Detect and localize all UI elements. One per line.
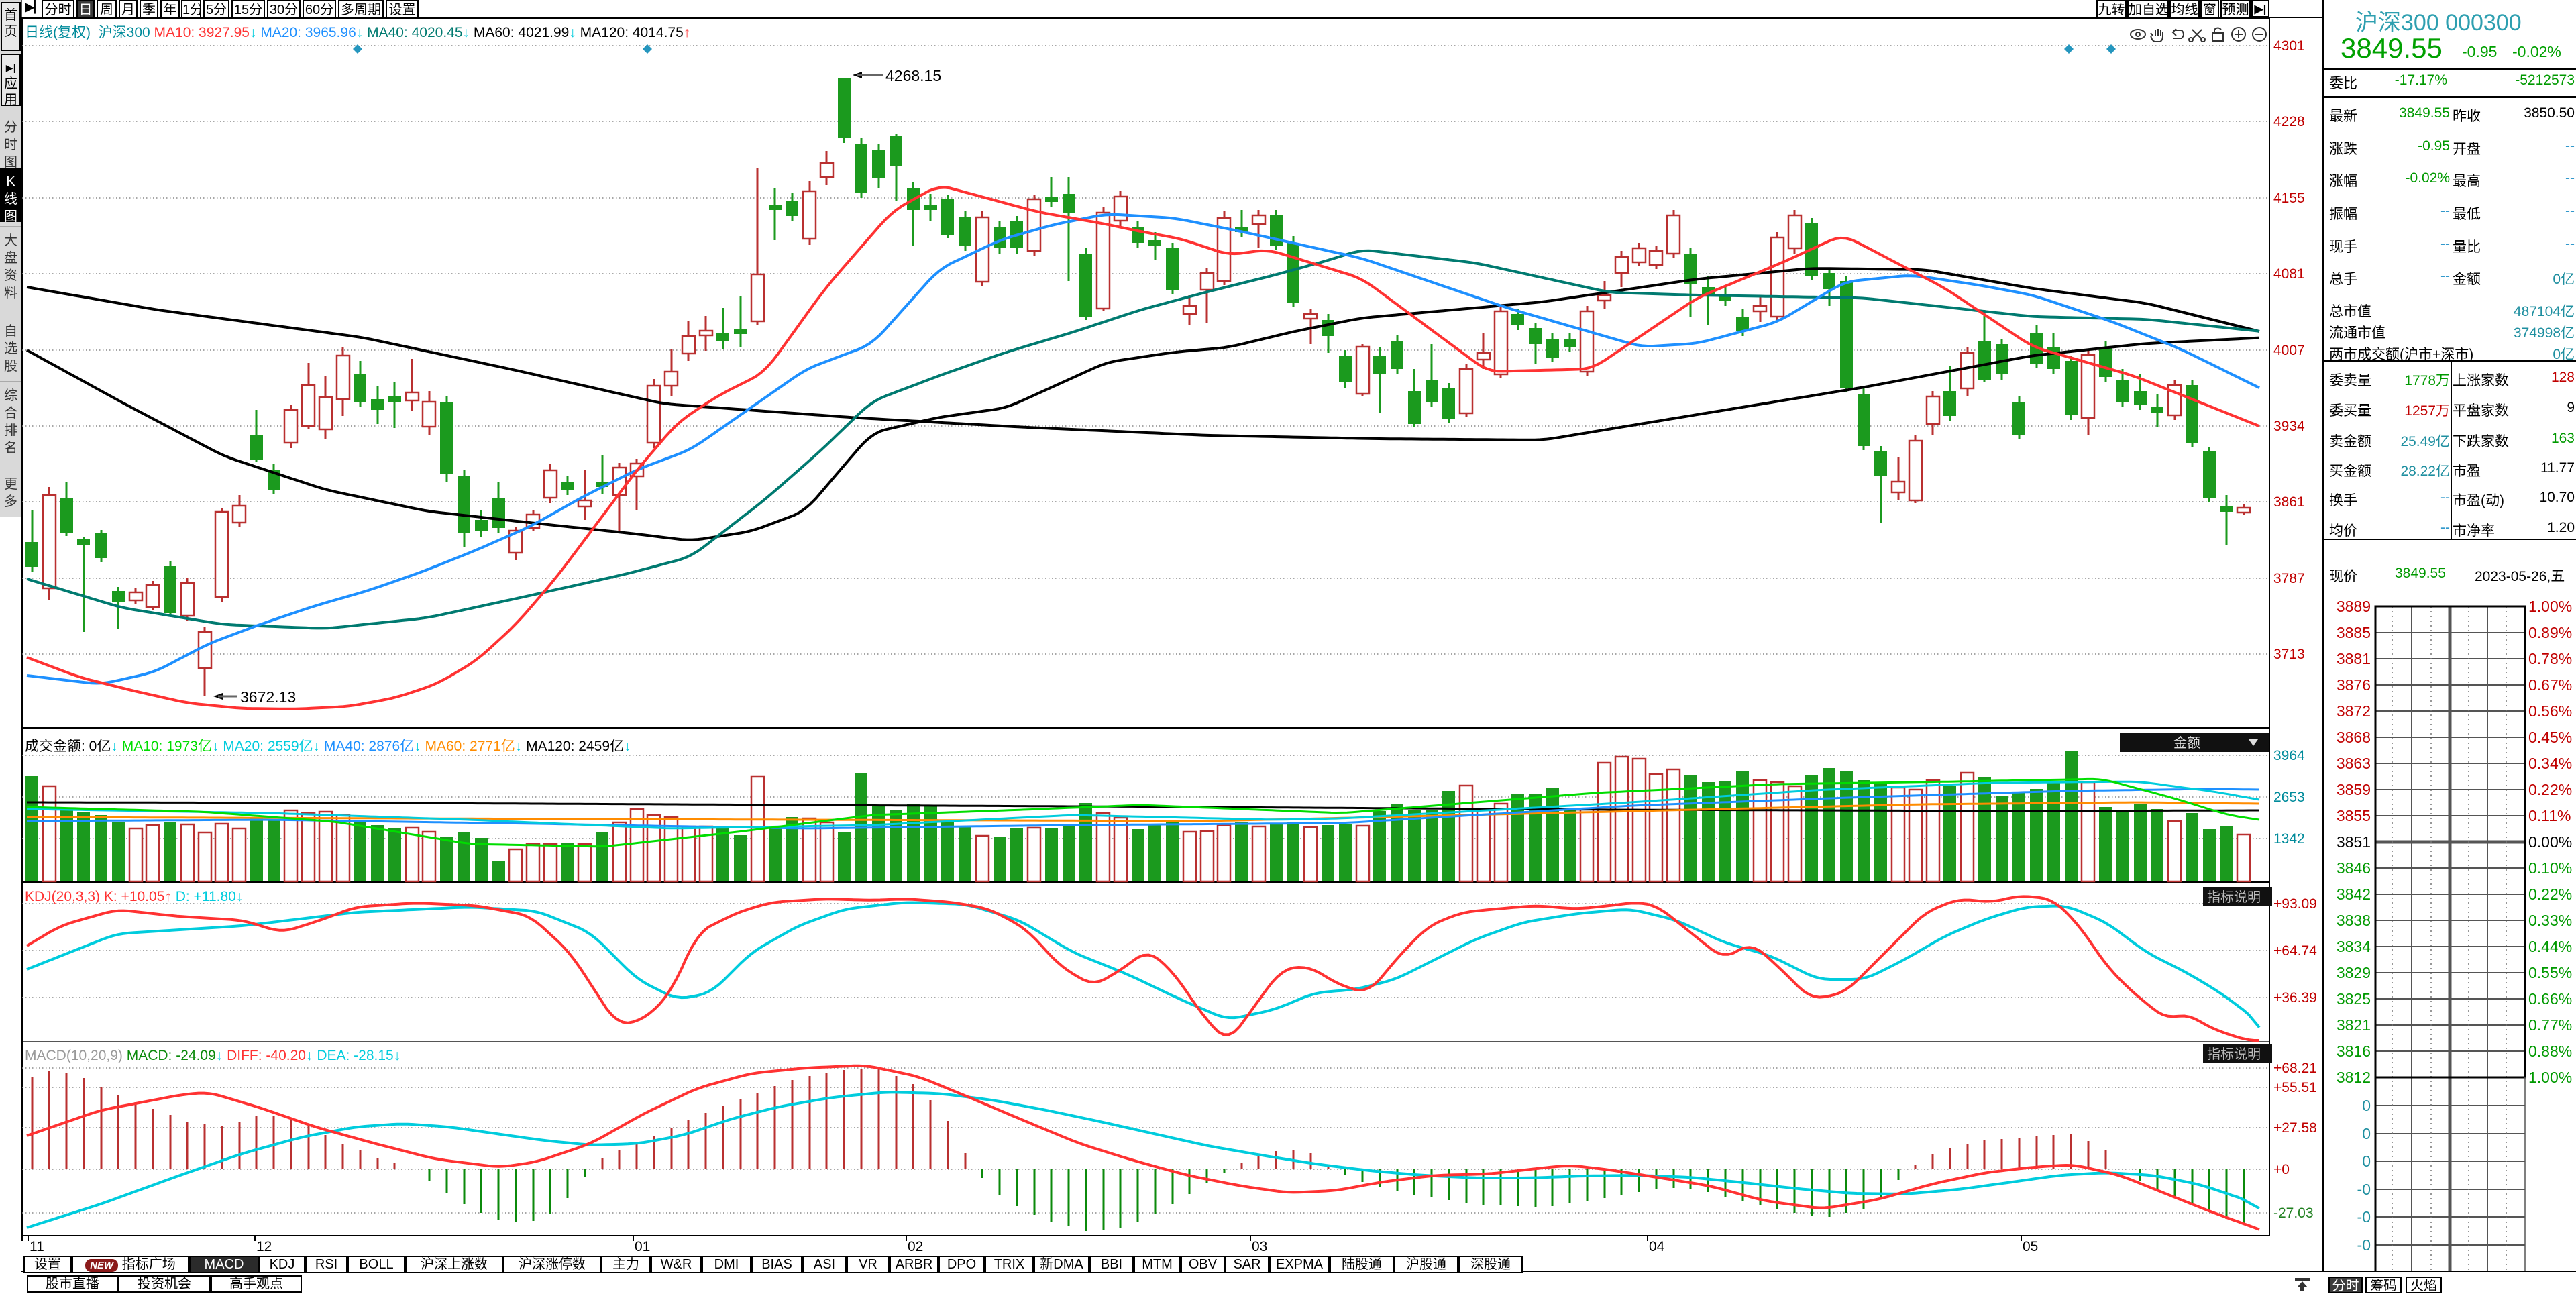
svg-text:-0: -0 (2357, 1181, 2371, 1198)
svg-text:0.22%: 0.22% (2528, 885, 2572, 903)
svg-text:3934: 3934 (2273, 419, 2305, 434)
svg-text:1.00%: 1.00% (2528, 598, 2572, 615)
svg-text:0.44%: 0.44% (2528, 938, 2572, 955)
svg-text:01: 01 (635, 1239, 650, 1254)
svg-text:+68.21: +68.21 (2273, 1061, 2317, 1076)
svg-text:4081: 4081 (2273, 266, 2305, 282)
svg-text:03: 03 (1252, 1239, 1267, 1254)
svg-text:0: 0 (2362, 1097, 2371, 1114)
svg-text:0.10%: 0.10% (2528, 859, 2572, 877)
svg-text:3787: 3787 (2273, 571, 2305, 586)
svg-text:12: 12 (256, 1239, 272, 1254)
svg-text:4228: 4228 (2273, 114, 2305, 129)
svg-text:2653: 2653 (2273, 790, 2305, 805)
svg-text:0.88%: 0.88% (2528, 1042, 2572, 1060)
svg-text:+93.09: +93.09 (2273, 896, 2317, 912)
svg-text:4301: 4301 (2273, 38, 2305, 54)
svg-text:1342: 1342 (2273, 831, 2305, 847)
svg-text:4007: 4007 (2273, 343, 2305, 358)
svg-text:3829: 3829 (2337, 964, 2371, 981)
svg-text:3855: 3855 (2337, 807, 2371, 824)
svg-text:-0: -0 (2357, 1208, 2371, 1226)
svg-text:0: 0 (2362, 1125, 2371, 1142)
svg-text:-27.03: -27.03 (2273, 1205, 2314, 1221)
svg-text:3889: 3889 (2337, 598, 2371, 615)
svg-text:3885: 3885 (2337, 624, 2371, 641)
svg-text:+55.51: +55.51 (2273, 1080, 2317, 1095)
svg-text:4268.15: 4268.15 (885, 67, 941, 85)
svg-text:3872: 3872 (2337, 702, 2371, 720)
svg-text:11: 11 (30, 1239, 44, 1254)
svg-text:3859: 3859 (2337, 781, 2371, 798)
svg-text:3812: 3812 (2337, 1069, 2371, 1086)
svg-text:+0: +0 (2273, 1162, 2290, 1177)
svg-text:05: 05 (2023, 1239, 2038, 1254)
svg-text:0.77%: 0.77% (2528, 1016, 2572, 1034)
svg-text:0.45%: 0.45% (2528, 729, 2572, 746)
svg-text:0: 0 (2362, 1152, 2371, 1170)
svg-text:3834: 3834 (2337, 938, 2371, 955)
svg-text:3838: 3838 (2337, 912, 2371, 929)
svg-text:3881: 3881 (2337, 650, 2371, 667)
svg-text:0.55%: 0.55% (2528, 964, 2572, 981)
svg-text:指标说明: 指标说明 (2207, 889, 2261, 905)
svg-text:3672.13: 3672.13 (240, 688, 296, 706)
svg-text:3868: 3868 (2337, 729, 2371, 746)
svg-text:4155: 4155 (2273, 191, 2305, 206)
svg-text:0.56%: 0.56% (2528, 702, 2572, 720)
svg-text:3821: 3821 (2337, 1016, 2371, 1034)
svg-text:3825: 3825 (2337, 990, 2371, 1008)
svg-text:0.34%: 0.34% (2528, 755, 2572, 772)
svg-text:3846: 3846 (2337, 859, 2371, 877)
svg-text:0.78%: 0.78% (2528, 650, 2572, 667)
svg-text:02: 02 (908, 1239, 923, 1254)
svg-text:0.89%: 0.89% (2528, 624, 2572, 641)
svg-text:0.67%: 0.67% (2528, 676, 2572, 694)
svg-text:0.66%: 0.66% (2528, 990, 2572, 1008)
svg-text:-0: -0 (2357, 1236, 2371, 1254)
svg-text:3713: 3713 (2273, 647, 2305, 662)
svg-text:3863: 3863 (2337, 755, 2371, 772)
svg-text:指标说明: 指标说明 (2207, 1046, 2261, 1062)
svg-text:0.00%: 0.00% (2528, 833, 2572, 851)
svg-text:3816: 3816 (2337, 1042, 2371, 1060)
svg-text:0.11%: 0.11% (2528, 807, 2571, 824)
svg-text:3861: 3861 (2273, 494, 2305, 510)
svg-text:3851: 3851 (2337, 833, 2371, 851)
svg-text:+36.39: +36.39 (2273, 990, 2317, 1006)
svg-text:0.22%: 0.22% (2528, 781, 2572, 798)
svg-text:3964: 3964 (2273, 748, 2305, 763)
svg-text:金额: 金额 (2174, 735, 2200, 751)
svg-text:3842: 3842 (2337, 885, 2371, 903)
svg-text:+64.74: +64.74 (2273, 943, 2317, 959)
svg-text:04: 04 (1649, 1239, 1665, 1254)
svg-text:1.00%: 1.00% (2528, 1069, 2572, 1086)
svg-text:3876: 3876 (2337, 676, 2371, 694)
svg-text:0.33%: 0.33% (2528, 912, 2572, 929)
svg-text:+27.58: +27.58 (2273, 1120, 2317, 1136)
